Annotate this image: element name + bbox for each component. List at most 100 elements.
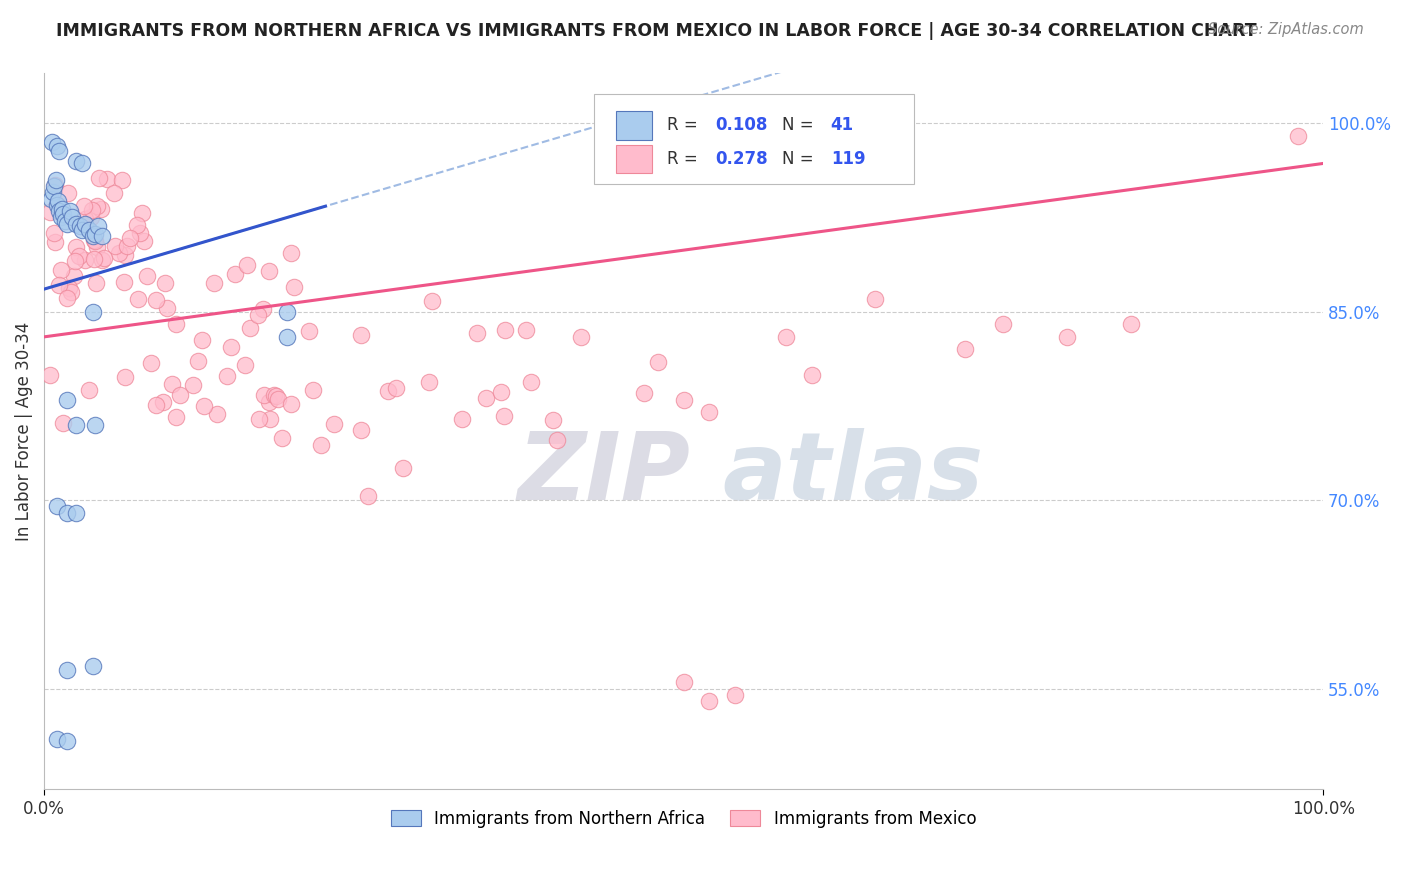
Point [96, 172, 118, 186]
Point [247, 411, 270, 425]
Point [953, 343, 976, 357]
Point [391, 460, 413, 475]
Point [80, 210, 103, 224]
Point [283, 280, 305, 294]
FancyBboxPatch shape [616, 111, 651, 139]
Point [60, 211, 83, 225]
Point [800, 368, 823, 382]
Point [75, 212, 97, 227]
Point [104, 239, 127, 253]
Point [42, 186, 65, 200]
Point [280, 397, 302, 411]
Point [52, 207, 75, 221]
Point [114, 369, 136, 384]
Point [204, 276, 226, 290]
Point [165, 317, 187, 331]
Text: 0.278: 0.278 [716, 150, 768, 168]
Text: atlas: atlas [723, 428, 983, 520]
Point [73, 253, 96, 268]
Point [276, 330, 298, 344]
Point [51, 202, 73, 216]
Point [162, 377, 184, 392]
Point [1286, 128, 1309, 143]
Point [59, 285, 82, 300]
Point [205, 407, 228, 421]
Point [56, 217, 79, 231]
Point [56, 392, 79, 407]
Point [112, 275, 135, 289]
Point [93, 252, 115, 266]
Point [672, 675, 695, 690]
Point [297, 324, 319, 338]
Point [77, 223, 100, 237]
Point [323, 417, 346, 431]
Point [166, 409, 188, 424]
Point [494, 323, 516, 337]
Point [65, 240, 87, 254]
Point [169, 388, 191, 402]
Text: N =: N = [782, 116, 818, 135]
Point [633, 386, 655, 401]
Point [263, 388, 285, 402]
Point [145, 398, 167, 412]
Point [153, 276, 176, 290]
Point [39, 192, 62, 206]
Point [90, 202, 112, 216]
Point [541, 413, 564, 427]
Point [86, 240, 108, 254]
Text: Source: ZipAtlas.com: Source: ZipAtlas.com [1208, 22, 1364, 37]
Point [465, 326, 488, 341]
Point [82, 659, 104, 673]
Point [697, 405, 720, 419]
Point [515, 322, 537, 336]
Point [83, 252, 105, 267]
Point [48, 144, 70, 158]
Point [48, 204, 70, 219]
Point [1056, 330, 1078, 344]
Point [309, 438, 332, 452]
Point [82, 229, 104, 244]
Point [128, 227, 150, 241]
Point [775, 330, 797, 344]
Point [187, 354, 209, 368]
Point [44, 235, 66, 250]
Point [84, 227, 107, 241]
Point [108, 245, 131, 260]
Text: ZIP: ZIP [517, 428, 690, 520]
Point [56, 663, 79, 677]
Point [219, 340, 242, 354]
Point [865, 292, 887, 306]
Point [65, 506, 87, 520]
Point [44, 178, 66, 193]
Point [377, 384, 399, 398]
Point [236, 258, 259, 272]
Point [56, 734, 79, 748]
Point [59, 204, 82, 219]
Point [58, 280, 80, 294]
Point [111, 173, 134, 187]
Point [127, 292, 149, 306]
Point [39, 204, 62, 219]
Point [84, 417, 107, 432]
FancyBboxPatch shape [616, 145, 651, 173]
Point [451, 411, 474, 425]
Point [489, 385, 512, 400]
Point [77, 383, 100, 397]
Text: IMMIGRANTS FROM NORTHERN AFRICA VS IMMIGRANTS FROM MEXICO IN LABOR FORCE | AGE 3: IMMIGRANTS FROM NORTHERN AFRICA VS IMMIG… [56, 22, 1257, 40]
Point [56, 186, 79, 201]
Point [56, 506, 79, 520]
Y-axis label: In Labor Force | Age 30-34: In Labor Force | Age 30-34 [15, 321, 32, 541]
Point [114, 248, 136, 262]
Point [246, 308, 269, 322]
Point [90, 229, 112, 244]
Point [131, 206, 153, 220]
Point [420, 294, 443, 309]
Point [350, 423, 373, 437]
Point [136, 269, 159, 284]
Point [63, 269, 86, 284]
Point [520, 375, 543, 389]
Point [120, 231, 142, 245]
Point [697, 694, 720, 708]
Point [84, 234, 107, 248]
Point [39, 368, 62, 383]
